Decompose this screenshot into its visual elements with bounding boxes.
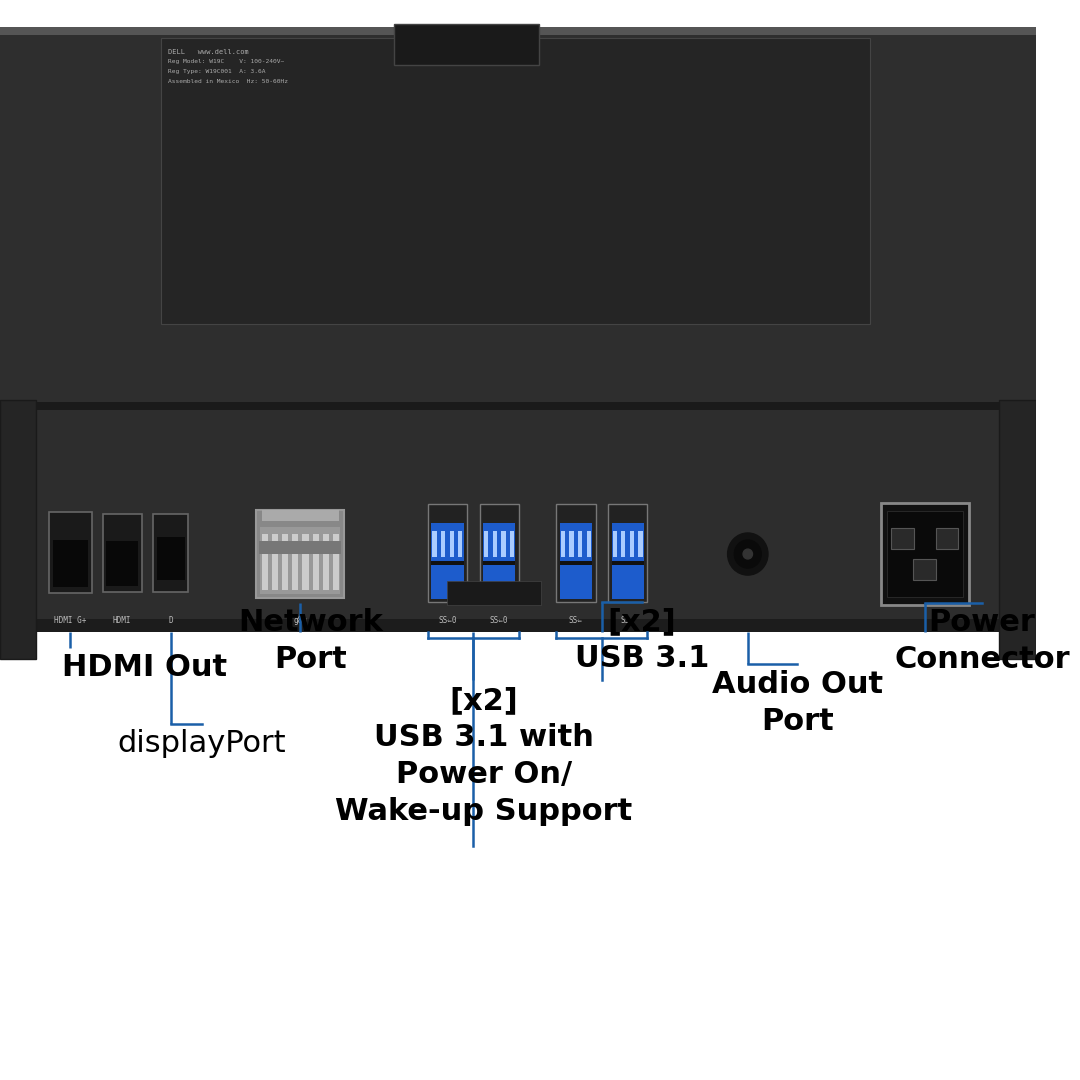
Bar — [999, 400, 1036, 659]
Text: SS⇐: SS⇐ — [569, 616, 583, 624]
Bar — [492, 530, 497, 557]
Bar — [393, 24, 539, 65]
Circle shape — [728, 534, 768, 575]
Bar — [259, 541, 341, 554]
Bar — [608, 504, 647, 602]
Bar — [559, 523, 592, 598]
Bar — [586, 530, 591, 557]
Bar — [447, 581, 541, 605]
Bar — [501, 530, 505, 557]
Bar — [561, 530, 565, 557]
Bar — [0, 27, 1036, 410]
Bar — [569, 530, 573, 557]
Bar — [611, 562, 644, 565]
Bar — [161, 38, 870, 324]
Bar — [293, 534, 298, 590]
Bar — [261, 534, 268, 590]
Bar — [887, 511, 962, 596]
Text: Audio Out
Port: Audio Out Port — [712, 670, 883, 735]
Bar — [0, 410, 1036, 632]
Bar — [103, 514, 141, 592]
Bar — [484, 530, 488, 557]
Bar — [0, 27, 1036, 35]
Text: SS⇐: SS⇐ — [621, 616, 635, 624]
Bar — [49, 513, 92, 594]
Bar — [0, 619, 1036, 632]
Text: SS⇐0: SS⇐0 — [490, 616, 509, 624]
Bar — [106, 540, 138, 585]
Text: HDMI Out: HDMI Out — [63, 653, 227, 683]
Bar — [621, 530, 625, 557]
Text: Reg Model: W19C    V: 100-240V~: Reg Model: W19C V: 100-240V~ — [167, 59, 284, 65]
Text: Reg Type: W19C001  A: 3.6A: Reg Type: W19C001 A: 3.6A — [167, 69, 266, 75]
Bar — [333, 534, 339, 590]
Bar — [272, 534, 278, 590]
Text: SS⇐0: SS⇐0 — [438, 616, 457, 624]
Bar — [480, 504, 518, 602]
Text: Power
Connector: Power Connector — [894, 608, 1069, 674]
Bar — [431, 562, 463, 565]
Bar — [881, 503, 969, 605]
Bar — [449, 530, 454, 557]
Bar — [578, 530, 582, 557]
Bar — [914, 558, 936, 580]
Bar — [556, 504, 595, 602]
Bar — [153, 514, 189, 592]
Bar — [630, 530, 634, 557]
Bar — [261, 510, 339, 521]
Text: [x2]
USB 3.1 with
Power On/
Wake-up Support: [x2] USB 3.1 with Power On/ Wake-up Supp… — [335, 686, 632, 826]
Text: g8g: g8g — [294, 616, 308, 624]
Bar — [53, 540, 89, 586]
Text: DELL   www.dell.com: DELL www.dell.com — [167, 49, 248, 55]
Bar — [431, 523, 463, 598]
Bar — [483, 562, 515, 565]
Text: [x2]
USB 3.1: [x2] USB 3.1 — [575, 607, 710, 673]
Bar — [458, 530, 462, 557]
Text: Assembled in Mexico  Hz: 50-60Hz: Assembled in Mexico Hz: 50-60Hz — [167, 79, 287, 84]
Bar — [432, 530, 436, 557]
Bar — [260, 527, 340, 594]
Bar — [312, 534, 319, 590]
Bar — [483, 523, 515, 598]
Text: HDMI: HDMI — [113, 616, 132, 624]
Text: HDMI G+: HDMI G+ — [54, 616, 86, 624]
Bar — [612, 530, 617, 557]
Bar — [638, 530, 643, 557]
Text: D: D — [168, 616, 173, 624]
Bar — [935, 528, 958, 550]
Bar — [510, 530, 514, 557]
Bar — [891, 528, 915, 550]
Bar — [0, 402, 1036, 410]
Bar — [559, 562, 592, 565]
Bar — [611, 523, 644, 598]
Circle shape — [734, 540, 761, 568]
Bar — [441, 530, 445, 557]
Text: Network
Port: Network Port — [239, 608, 383, 674]
Bar — [282, 534, 288, 590]
Bar — [428, 504, 468, 602]
Circle shape — [743, 549, 753, 559]
Bar — [157, 538, 185, 580]
Bar — [256, 510, 345, 598]
Bar — [323, 534, 329, 590]
Bar — [302, 534, 309, 590]
Text: displayPort: displayPort — [118, 729, 286, 758]
Bar — [0, 400, 37, 659]
